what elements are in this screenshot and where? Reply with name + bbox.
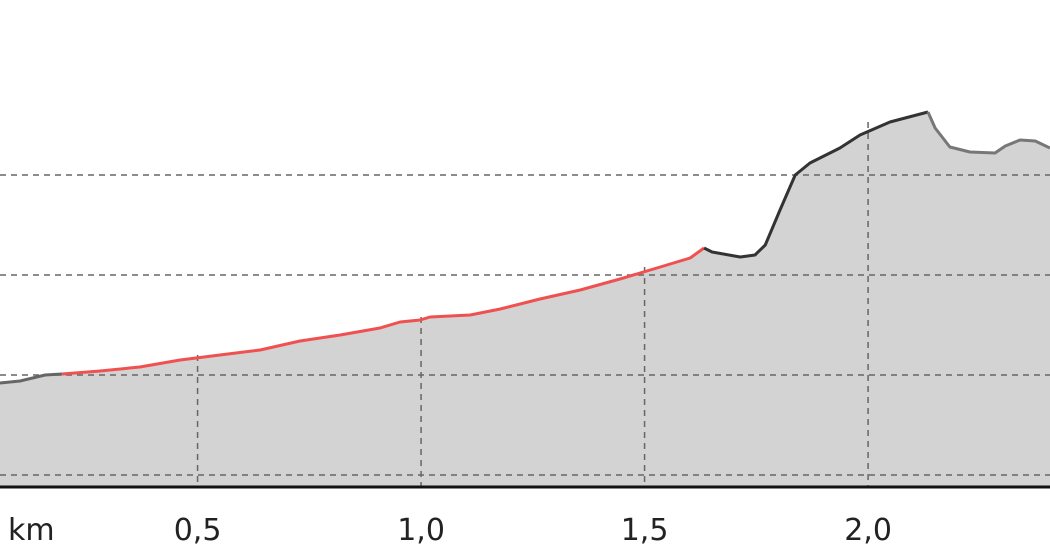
elevation-area xyxy=(0,112,1050,487)
x-tick-labels: 0,5 1,0 1,5 2,0 xyxy=(174,513,892,548)
x-tick-label: 1,5 xyxy=(621,513,669,548)
elevation-line-segment xyxy=(926,111,1050,155)
x-tick-label: 2,0 xyxy=(844,513,892,548)
elevation-line-layer xyxy=(0,110,1050,385)
elevation-area-layer xyxy=(0,112,1050,487)
elevation-line-segment xyxy=(62,246,705,376)
x-tick-label: 1,0 xyxy=(397,513,445,548)
x-tick-label: 0,5 xyxy=(174,513,222,548)
x-axis-unit-label: km xyxy=(8,513,55,548)
gridlines xyxy=(0,122,1050,487)
elevation-line-segment xyxy=(0,372,63,385)
elevation-line-segment xyxy=(703,110,929,259)
